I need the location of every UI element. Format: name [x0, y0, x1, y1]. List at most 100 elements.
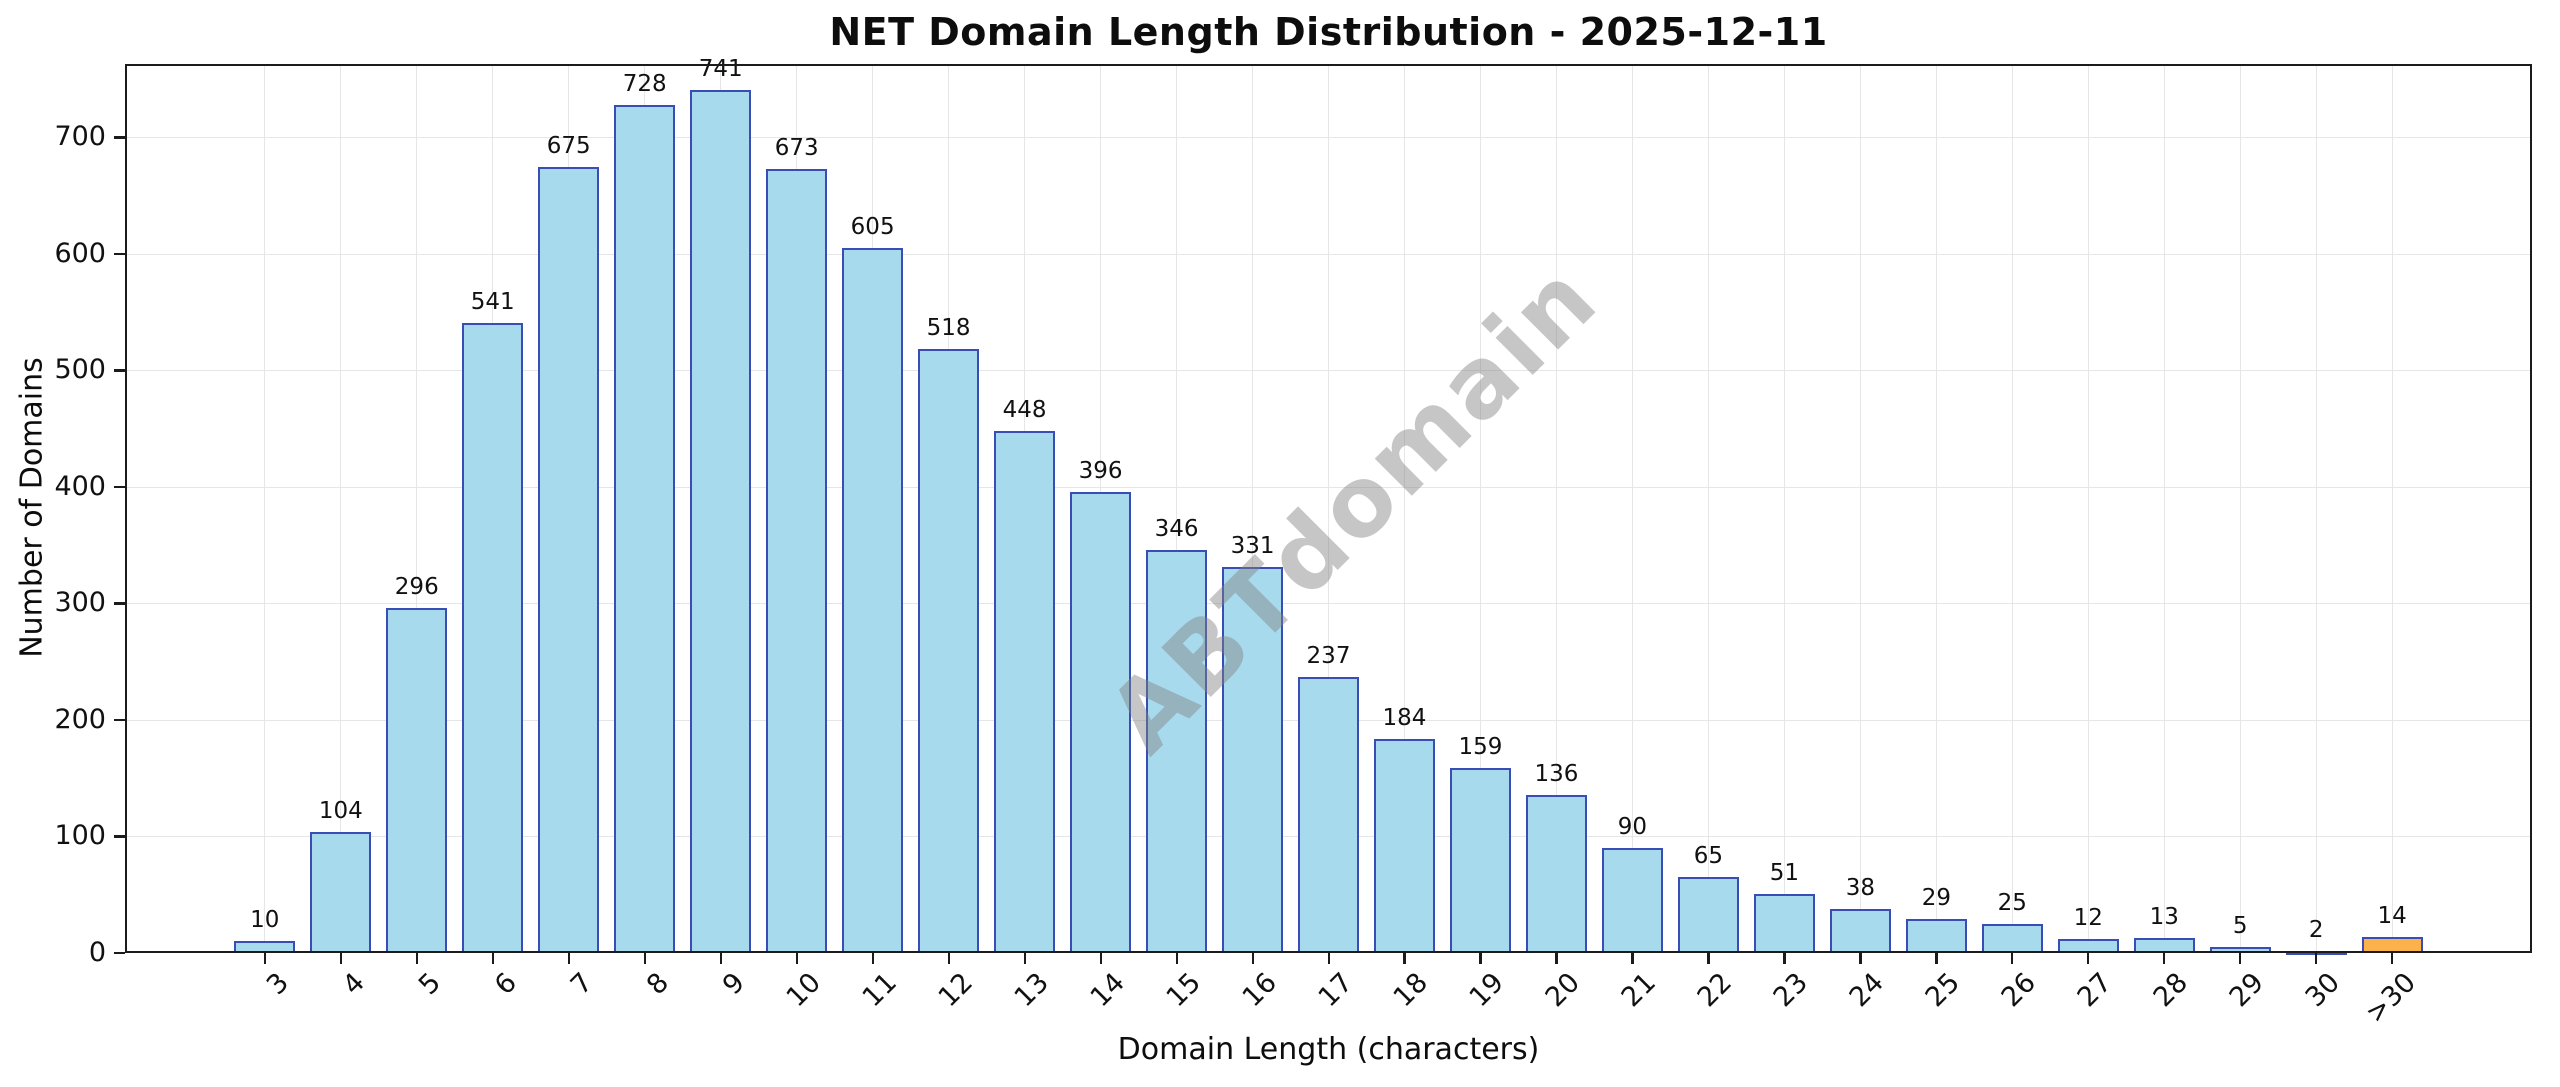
x-tick-mark: [643, 953, 646, 964]
bar-22: [1678, 877, 1739, 953]
bar-value-label: 159: [1458, 733, 1503, 760]
x-tick-mark: [719, 953, 722, 964]
bar-value-label: 331: [1230, 533, 1275, 560]
bar-16: [1222, 567, 1283, 953]
bar-value-label: 448: [1002, 397, 1047, 424]
y-tick-mark: [114, 952, 125, 955]
x-tick-mark: [947, 953, 950, 964]
chart-title: NET Domain Length Distribution - 2025-12…: [829, 10, 1828, 54]
x-tick-mark: [1099, 953, 1102, 964]
x-tick-mark: [1555, 953, 1558, 964]
bar-5: [386, 608, 448, 953]
bar-18: [1374, 738, 1435, 953]
x-tick-mark: [2011, 953, 2014, 964]
gridline-vertical: [1479, 64, 1481, 953]
gridline-vertical: [340, 64, 342, 953]
gridline-vertical: [2011, 64, 2013, 953]
bar-value-label: 25: [1997, 889, 2027, 916]
y-tick-label: 0: [88, 937, 106, 968]
y-tick-mark: [114, 835, 125, 838]
x-tick-mark: [415, 953, 418, 964]
x-tick-mark: [1859, 953, 1862, 964]
gridline-vertical: [1555, 64, 1557, 953]
bar-value-label: 673: [774, 134, 819, 161]
bar-value-label: 184: [1382, 704, 1427, 731]
x-tick-mark: [795, 953, 798, 964]
x-tick-mark: [2315, 953, 2318, 964]
x-tick-mark: [871, 953, 874, 964]
bar-27: [2057, 939, 2119, 953]
gridline-vertical: [1935, 64, 1937, 953]
bar-17: [1298, 676, 1359, 953]
y-tick-label: 400: [54, 470, 106, 502]
bar-19: [1450, 767, 1511, 953]
bar-21: [1602, 848, 1663, 953]
bar-value-label: 346: [1154, 515, 1199, 542]
gridline-vertical: [1328, 64, 1329, 953]
bar-20: [1526, 794, 1587, 953]
bar-value-label: 65: [1693, 843, 1724, 870]
x-tick-mark: [491, 953, 494, 964]
x-tick-mark: [263, 953, 266, 964]
bar-value-label: 104: [318, 797, 363, 824]
gridline-vertical: [1403, 64, 1405, 953]
bar-value-label: 5: [2232, 913, 2248, 940]
gridline-vertical: [1252, 64, 1254, 953]
bar-24: [1829, 908, 1891, 953]
bar-value-label: 136: [1534, 760, 1579, 787]
gridline-vertical: [1783, 64, 1785, 953]
x-tick-mark: [1935, 953, 1938, 964]
y-tick-label: 700: [54, 121, 106, 153]
gridline-vertical: [2163, 64, 2165, 953]
x-tick-mark: [1403, 953, 1406, 964]
gridline-vertical: [264, 64, 266, 953]
bar-15: [1146, 549, 1207, 953]
bar-value-label: 728: [622, 70, 667, 97]
bar-value-label: 10: [250, 907, 280, 934]
bar-value-label: 51: [1769, 859, 1799, 886]
y-tick-label: 100: [54, 820, 106, 852]
gridline-vertical: [2315, 64, 2317, 953]
x-tick-mark: [2163, 953, 2166, 964]
bar-12: [918, 349, 979, 953]
bar-value-label: 518: [926, 315, 971, 342]
y-tick-mark: [114, 485, 125, 489]
bar-3: [234, 941, 296, 953]
gridline-vertical: [1631, 64, 1633, 953]
gridline-vertical: [1859, 64, 1861, 953]
bar-4: [310, 831, 372, 953]
gridline-vertical: [416, 64, 418, 953]
bar-value-label: 13: [2149, 903, 2179, 930]
bar-25: [1905, 919, 1967, 953]
y-axis-title: Number of Domains: [14, 357, 50, 658]
x-tick-mark: [2087, 953, 2090, 964]
x-tick-mark: [1175, 953, 1178, 964]
y-tick-mark: [114, 136, 125, 139]
x-tick-mark: [1631, 953, 1634, 964]
bar-value-label: 741: [698, 55, 743, 82]
bar-13: [994, 431, 1055, 953]
bar-value-label: 237: [1306, 642, 1351, 669]
bar-value-label: 396: [1078, 457, 1123, 484]
x-tick-mark: [339, 953, 342, 964]
gridline-vertical: [2239, 64, 2241, 953]
bar-value-label: 14: [2377, 902, 2407, 929]
bar-9: [690, 89, 752, 953]
bar-value-label: 675: [546, 132, 591, 159]
y-tick-label: 300: [54, 587, 106, 619]
x-tick-mark: [1023, 953, 1026, 964]
bar-11: [842, 248, 904, 953]
y-tick-mark: [114, 602, 125, 605]
bar-value-label: 296: [394, 574, 439, 601]
y-tick-mark: [114, 718, 125, 722]
x-tick-mark: [1327, 953, 1330, 964]
bar-7: [538, 166, 600, 953]
x-tick-mark: [567, 953, 570, 964]
gridline-vertical: [1176, 64, 1178, 953]
gridline-vertical: [1707, 64, 1709, 953]
y-tick-label: 500: [54, 354, 106, 386]
bar-6: [462, 322, 524, 953]
bar-value-label: 2: [2308, 916, 2324, 943]
x-axis-title: Domain Length (characters): [1117, 1032, 1540, 1067]
